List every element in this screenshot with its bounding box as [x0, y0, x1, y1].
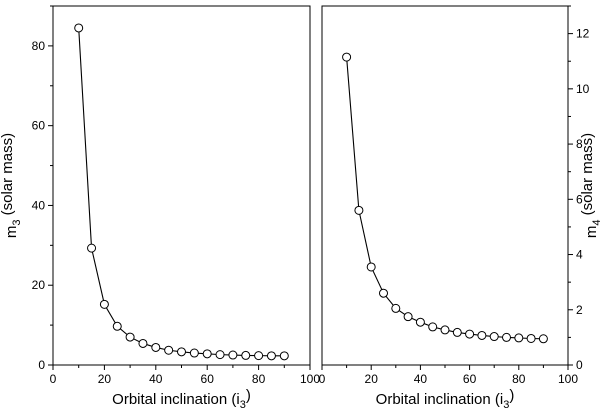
- panel-1-data-point: [125, 332, 135, 342]
- panel-2-x-tick-label: 100: [558, 372, 578, 386]
- panel-2-data-point: [526, 333, 536, 343]
- panel-1-x-tick-label: 60: [201, 372, 215, 386]
- panel-1-data-point: [164, 345, 174, 355]
- panel-2-x-tick-label: 40: [414, 372, 428, 386]
- panel-2-data-point: [415, 317, 425, 327]
- panel-2-y-tick-label: 12: [576, 27, 590, 41]
- panel-1-data-point: [99, 299, 109, 309]
- panel-1-plot-frame: [52, 5, 311, 366]
- panel-2-y-tick-label: 4: [576, 248, 583, 262]
- panel-2-data-point: [403, 312, 413, 322]
- panel-1-data-point: [177, 347, 186, 357]
- panel-1-x-tick-label: 40: [149, 372, 163, 386]
- panel-1-y-tick-label: 80: [32, 39, 46, 53]
- panel-1-y-axis-title: m3 (solar mass): [0, 133, 23, 238]
- panel-2-y-tick-label: 0: [576, 358, 583, 372]
- panel-2-data-point: [477, 330, 487, 340]
- panel-1-y-tick-label: 40: [32, 198, 46, 212]
- panel-2-data-point: [538, 334, 548, 344]
- panel-2-data-point: [514, 333, 524, 343]
- panel-1-x-tick-label: 100: [300, 372, 320, 386]
- panel-2-x-tick-label: 0: [319, 372, 326, 386]
- panel-1-series-line: [78, 27, 285, 357]
- panel-1-data-point: [228, 350, 238, 360]
- panel-1-x-tick-label: 20: [98, 372, 112, 386]
- panel-1-x-tick-label: 0: [50, 372, 57, 386]
- panel-1-data-point: [151, 342, 161, 352]
- panel-2-y-tick-label: 2: [576, 303, 583, 317]
- panel-1-data-point: [189, 348, 199, 358]
- panel-2-data-point: [489, 332, 499, 342]
- panel-1-data-point: [74, 23, 84, 33]
- panel-2-data-point: [452, 327, 462, 337]
- panel-2-data-point: [428, 322, 438, 332]
- panel-2-data-point: [440, 325, 450, 335]
- panel-1-y-tick-label: 20: [32, 278, 46, 292]
- panel-1-data-point: [87, 243, 97, 253]
- panel-2-data-point: [465, 329, 475, 339]
- panel-2-x-tick-label: 80: [512, 372, 526, 386]
- panel-2-plot-frame: [321, 5, 569, 366]
- panel-2-data-point: [366, 262, 376, 272]
- panel-1-data-point: [266, 351, 276, 361]
- panel-2-x-axis-title: Orbital inclination (i3): [376, 387, 515, 411]
- panel-1-data-point: [112, 321, 122, 331]
- panel-2-y-tick-label: 10: [576, 82, 590, 96]
- panel-2-data-point: [379, 288, 388, 298]
- panel-1-data-point: [241, 350, 251, 360]
- panel-1-x-tick-label: 80: [252, 372, 266, 386]
- panel-2-x-tick-label: 60: [463, 372, 477, 386]
- panel-1-y-tick-label: 60: [32, 119, 46, 133]
- panel-2-data-point: [391, 303, 401, 313]
- panel-2-series-line: [346, 57, 544, 340]
- panel-2-data-point: [502, 332, 511, 342]
- panel-2-y-axis-title: m4 (solar mass): [579, 133, 603, 238]
- panel-1-data-point: [138, 338, 148, 348]
- panel-2-y-tick-label: 6: [576, 192, 583, 206]
- panel-1-x-axis-title: Orbital inclination (i3): [112, 387, 251, 411]
- panel-1-data-point: [215, 350, 225, 360]
- panel-2-data-point: [342, 52, 352, 62]
- panel-1-data-point: [254, 351, 264, 361]
- panel-2-x-tick-label: 20: [365, 372, 379, 386]
- panel-1-data-point: [202, 349, 212, 359]
- panel-2-y-tick-label: 8: [576, 137, 583, 151]
- panel-2-data-point: [354, 205, 364, 215]
- panel-1-y-tick-label: 0: [38, 358, 45, 372]
- panel-1-data-point: [279, 351, 289, 361]
